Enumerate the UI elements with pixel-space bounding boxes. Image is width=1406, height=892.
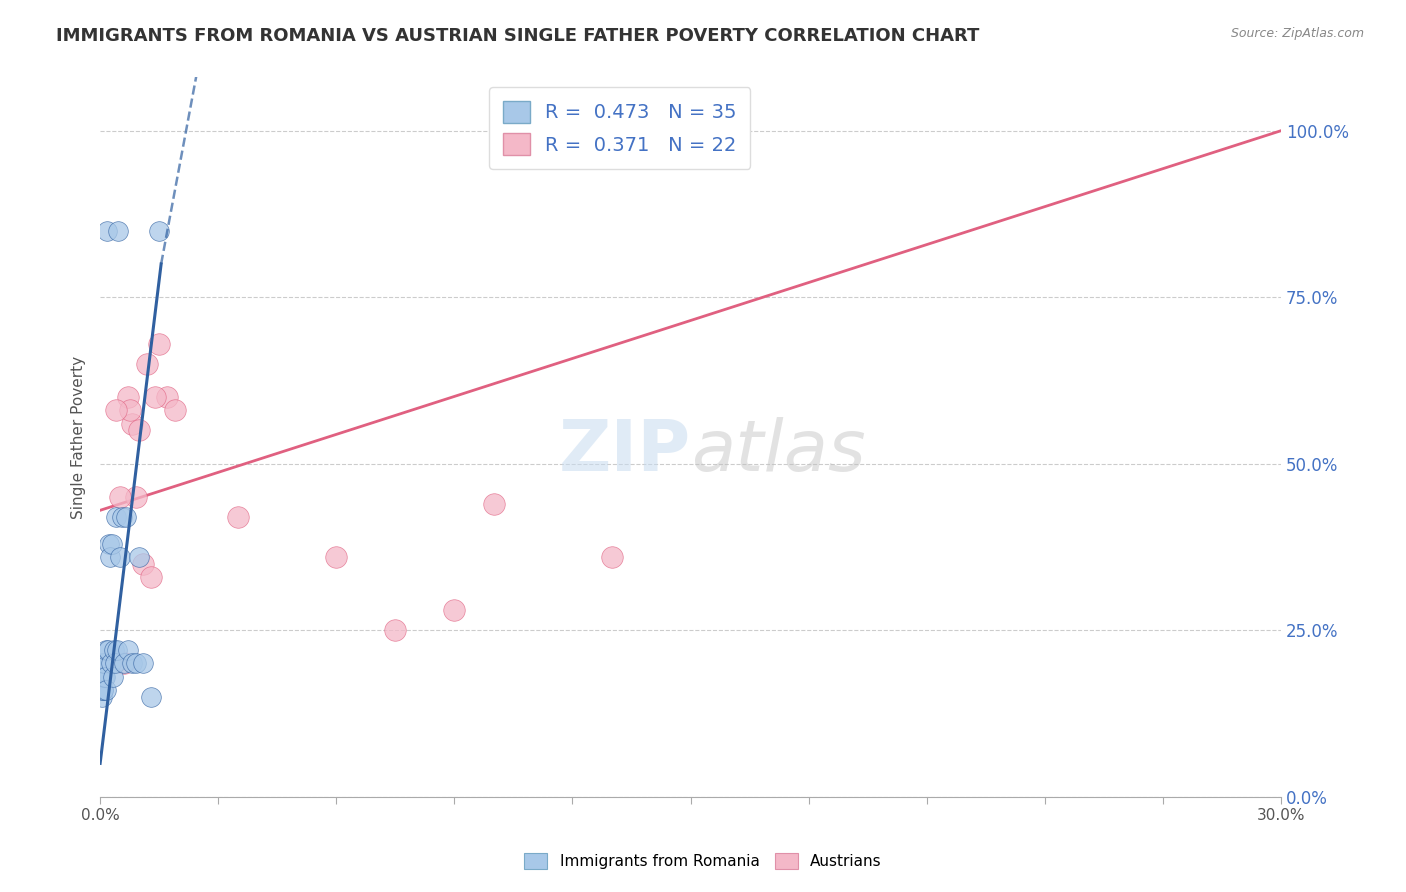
Point — [141, 690, 163, 704]
Point — [117, 390, 139, 404]
Point — [148, 336, 170, 351]
Point — [107, 224, 129, 238]
Point — [104, 657, 127, 671]
Point — [104, 510, 127, 524]
Point — [98, 549, 121, 564]
Y-axis label: Single Father Poverty: Single Father Poverty — [72, 356, 86, 518]
Point — [94, 683, 117, 698]
Point — [112, 657, 135, 671]
Point — [128, 549, 150, 564]
Point — [91, 657, 114, 671]
Legend: R =  0.473   N = 35, R =  0.371   N = 22: R = 0.473 N = 35, R = 0.371 N = 22 — [489, 87, 751, 169]
Point — [482, 497, 505, 511]
Text: ZIP: ZIP — [558, 417, 690, 486]
Point — [100, 657, 122, 671]
Text: atlas: atlas — [690, 417, 865, 486]
Point — [136, 357, 159, 371]
Point — [148, 224, 170, 238]
Point — [132, 657, 155, 671]
Point — [124, 657, 146, 671]
Text: Source: ZipAtlas.com: Source: ZipAtlas.com — [1230, 27, 1364, 40]
Legend: Immigrants from Romania, Austrians: Immigrants from Romania, Austrians — [519, 847, 887, 875]
Point — [103, 643, 125, 657]
Point — [91, 683, 114, 698]
Point — [143, 390, 166, 404]
Point — [325, 549, 347, 564]
Point — [90, 690, 112, 704]
Point — [112, 657, 135, 671]
Point — [114, 510, 136, 524]
Point — [90, 683, 112, 698]
Text: IMMIGRANTS FROM ROMANIA VS AUSTRIAN SINGLE FATHER POVERTY CORRELATION CHART: IMMIGRANTS FROM ROMANIA VS AUSTRIAN SING… — [56, 27, 980, 45]
Point — [105, 643, 128, 657]
Point — [90, 670, 112, 684]
Point — [121, 657, 143, 671]
Point — [124, 490, 146, 504]
Point — [94, 670, 117, 684]
Point — [91, 670, 114, 684]
Point — [121, 417, 143, 431]
Point — [226, 510, 249, 524]
Point — [104, 403, 127, 417]
Point — [91, 683, 114, 698]
Point — [163, 403, 186, 417]
Point — [93, 670, 115, 684]
Point — [111, 510, 134, 524]
Point — [118, 403, 141, 417]
Point — [132, 557, 155, 571]
Point — [108, 549, 131, 564]
Point — [141, 570, 163, 584]
Point — [97, 643, 120, 657]
Point — [156, 390, 179, 404]
Point — [443, 603, 465, 617]
Point — [96, 643, 118, 657]
Point — [128, 424, 150, 438]
Point — [600, 549, 623, 564]
Point — [108, 490, 131, 504]
Point — [384, 623, 406, 637]
Point — [97, 536, 120, 550]
Point — [96, 224, 118, 238]
Point — [93, 657, 115, 671]
Point — [117, 643, 139, 657]
Point — [718, 124, 741, 138]
Point — [101, 536, 124, 550]
Point — [101, 670, 124, 684]
